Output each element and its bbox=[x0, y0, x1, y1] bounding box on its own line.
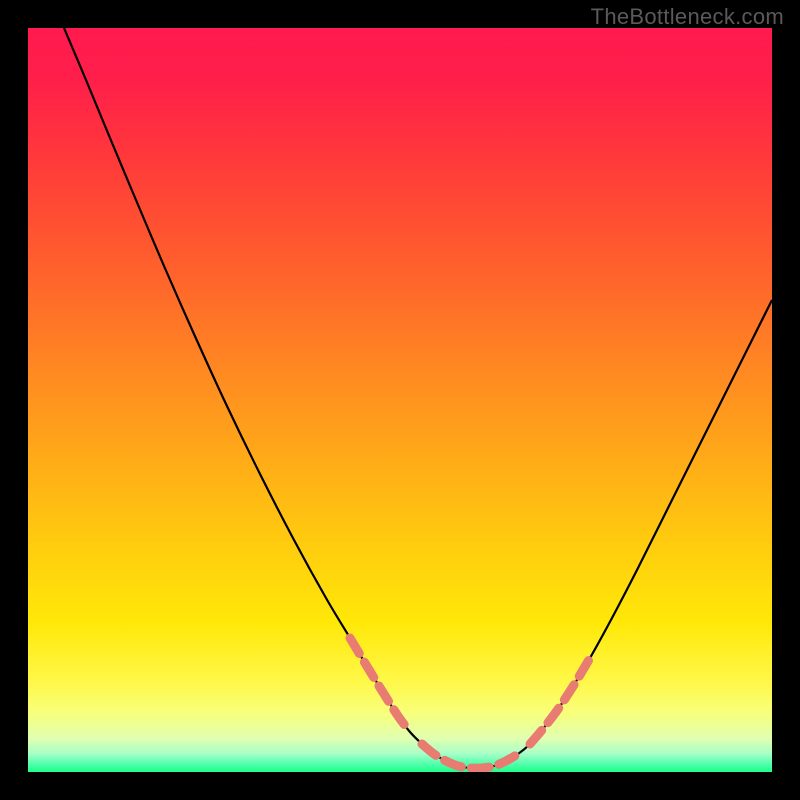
gradient-background bbox=[28, 28, 772, 772]
chart-plot-area bbox=[28, 28, 772, 772]
watermark-text: TheBottleneck.com bbox=[591, 4, 784, 30]
chart-svg bbox=[28, 28, 772, 772]
